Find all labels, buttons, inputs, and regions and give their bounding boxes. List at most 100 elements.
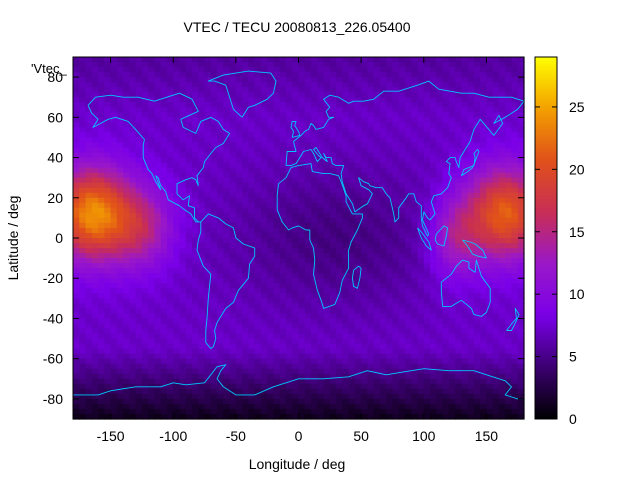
heatmap-cell: [354, 202, 362, 209]
heatmap-cell: [298, 268, 306, 274]
heatmap-cell: [417, 363, 425, 370]
heatmap-cell: [110, 137, 118, 144]
heatmap-cell: [185, 182, 193, 189]
heatmap-cell: [242, 142, 249, 149]
heatmap-cell: [505, 273, 513, 279]
heatmap-cell: [361, 313, 369, 320]
heatmap-cell: [229, 97, 237, 103]
heatmap-cell: [348, 107, 356, 113]
heatmap-cell: [185, 207, 193, 214]
heatmap-cell: [336, 157, 343, 164]
heatmap-cell: [141, 398, 149, 405]
heatmap-cell: [498, 232, 506, 239]
heatmap-cell: [248, 253, 256, 259]
heatmap-cell: [110, 378, 118, 385]
heatmap-cell: [404, 72, 412, 78]
heatmap-cell: [448, 253, 456, 259]
heatmap-cell: [160, 373, 168, 380]
heatmap-cell: [279, 227, 287, 234]
heatmap-cell: [392, 253, 400, 259]
heatmap-cell: [229, 212, 237, 219]
heatmap-cell: [461, 137, 469, 144]
heatmap-cell: [104, 363, 112, 370]
heatmap-cell: [129, 398, 137, 405]
heatmap-cell: [135, 67, 143, 73]
heatmap-cell: [461, 303, 469, 309]
heatmap-cell: [160, 258, 168, 264]
heatmap-cell: [154, 323, 162, 330]
heatmap-cell: [160, 268, 168, 274]
heatmap-cell: [342, 258, 350, 264]
heatmap-cell: [304, 197, 312, 204]
heatmap-cell: [223, 343, 231, 350]
heatmap-cell: [430, 398, 437, 405]
heatmap-cell: [179, 177, 187, 184]
heatmap-cell: [423, 97, 431, 103]
heatmap-cell: [505, 207, 513, 214]
heatmap-cell: [141, 303, 149, 309]
heatmap-cell: [135, 167, 143, 174]
heatmap-cell: [85, 258, 93, 264]
heatmap-cell: [267, 162, 275, 169]
heatmap-cell: [129, 87, 137, 93]
heatmap-cell: [210, 303, 218, 309]
heatmap-cell: [455, 333, 462, 340]
heatmap-cell: [198, 112, 206, 118]
heatmap-cell: [467, 197, 475, 204]
heatmap-cell: [135, 303, 143, 309]
heatmap-cell: [242, 373, 249, 380]
heatmap-cell: [285, 187, 293, 194]
heatmap-cell: [298, 253, 306, 259]
heatmap-cell: [116, 278, 124, 284]
heatmap-cell: [367, 57, 375, 63]
heatmap-cell: [455, 268, 462, 274]
heatmap-cell: [498, 338, 506, 345]
heatmap-cell: [91, 283, 99, 289]
heatmap-cell: [235, 398, 243, 405]
heatmap-cell: [198, 97, 206, 103]
heatmap-cell: [91, 67, 99, 73]
heatmap-cell: [336, 343, 343, 350]
heatmap-cell: [511, 167, 519, 174]
heatmap-cell: [411, 112, 419, 118]
heatmap-cell: [354, 268, 362, 274]
heatmap-cell: [292, 127, 300, 134]
heatmap-cell: [185, 187, 193, 194]
heatmap-cell: [329, 258, 337, 264]
heatmap-cell: [173, 283, 181, 289]
heatmap-cell: [79, 77, 87, 83]
heatmap-cell: [73, 338, 80, 345]
heatmap-cell: [235, 182, 243, 189]
heatmap-cell: [129, 378, 137, 385]
heatmap-cell: [85, 187, 93, 194]
heatmap-cell: [141, 102, 149, 108]
heatmap-cell: [204, 373, 212, 380]
heatmap-cell: [392, 77, 400, 83]
heatmap-cell: [242, 273, 249, 279]
heatmap-cell: [73, 278, 80, 284]
heatmap-cell: [98, 323, 105, 330]
heatmap-cell: [411, 238, 419, 244]
heatmap-cell: [317, 112, 325, 118]
heatmap-cell: [448, 268, 456, 274]
heatmap-cell: [348, 232, 356, 239]
heatmap-cell: [210, 308, 218, 315]
heatmap-cell: [192, 197, 199, 204]
heatmap-cell: [79, 217, 87, 224]
heatmap-cell: [279, 147, 287, 154]
heatmap-cell: [223, 388, 231, 395]
heatmap-cell: [323, 338, 331, 345]
heatmap-cell: [179, 313, 187, 320]
heatmap-cell: [98, 243, 105, 249]
heatmap-cell: [160, 232, 168, 239]
heatmap-cell: [423, 343, 431, 350]
heatmap-cell: [292, 288, 300, 294]
heatmap-cell: [273, 348, 281, 355]
heatmap-cell: [386, 368, 394, 375]
heatmap-cell: [329, 288, 337, 294]
heatmap-cell: [210, 258, 218, 264]
heatmap-cell: [242, 383, 249, 390]
heatmap-cell: [292, 268, 300, 274]
heatmap-cell: [311, 112, 318, 118]
heatmap-cell: [185, 212, 193, 219]
